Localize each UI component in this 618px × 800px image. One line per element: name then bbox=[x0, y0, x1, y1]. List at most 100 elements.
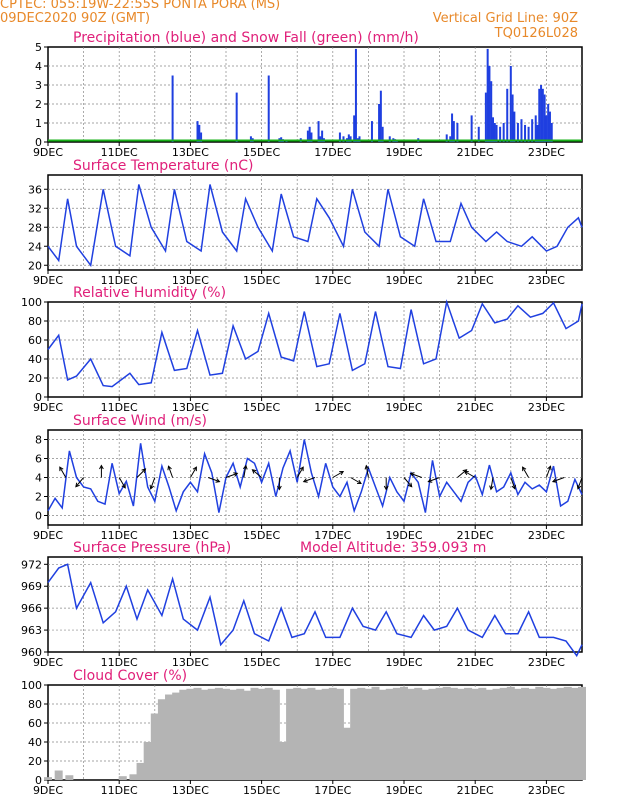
wind-arrow-head bbox=[407, 482, 413, 488]
cloud-bar bbox=[314, 689, 323, 780]
cloud-bar bbox=[250, 687, 259, 780]
chart-annotation: Model Altitude: 359.093 m bbox=[300, 540, 486, 556]
grid-line-header: Vertical Grid Line: 90Z bbox=[432, 11, 578, 26]
cloud-bar bbox=[65, 775, 74, 780]
x-tick-label: 19DEC bbox=[385, 401, 422, 414]
wind-arrow-head bbox=[141, 468, 147, 473]
y-tick-label: 0 bbox=[35, 136, 42, 149]
x-tick-label: 15DEC bbox=[243, 401, 280, 414]
x-tick-label: 21DEC bbox=[457, 146, 494, 159]
wind-arrow-head bbox=[383, 485, 389, 491]
precip-bar bbox=[370, 121, 373, 142]
precip-bar bbox=[541, 88, 544, 142]
wind-arrow-head bbox=[339, 470, 345, 476]
wind-arrow bbox=[296, 466, 304, 478]
wind-arrow bbox=[150, 477, 156, 489]
wind-arrow bbox=[59, 466, 67, 478]
precip-bar bbox=[347, 134, 350, 142]
y-tick-label: 6 bbox=[35, 453, 42, 466]
y-tick-label: 28 bbox=[28, 221, 42, 234]
x-tick-label: 21DEC bbox=[457, 784, 494, 797]
precip-bar bbox=[354, 48, 357, 142]
cloud-bar bbox=[442, 686, 451, 780]
chart-panel-3: 0 2 4 6 8 9DEC 11DEC 13DEC 15DEC 17DEC 19DEC 21DEC 2… bbox=[33, 413, 583, 542]
wind-arrow bbox=[490, 477, 494, 490]
precip-bar bbox=[342, 136, 345, 142]
x-tick-label: 23DEC bbox=[528, 529, 565, 542]
precip-bar bbox=[470, 115, 473, 142]
x-tick-label: 17DEC bbox=[314, 401, 351, 414]
wind-arrow-head bbox=[551, 478, 557, 483]
x-tick-label: 19DEC bbox=[385, 529, 422, 542]
wind-arrow-head bbox=[463, 470, 469, 476]
precip-bar bbox=[524, 124, 527, 142]
series-line bbox=[47, 563, 583, 658]
cloud-bar bbox=[286, 688, 295, 780]
panel-frame bbox=[47, 301, 583, 398]
wind-arrow-head bbox=[215, 478, 221, 483]
precip-bar bbox=[338, 132, 341, 142]
cloud-bar bbox=[321, 688, 330, 780]
y-tick-label: 36 bbox=[28, 183, 42, 196]
precip-bar bbox=[358, 136, 361, 142]
cloud-bar bbox=[492, 688, 501, 780]
cloud-bar bbox=[378, 689, 387, 780]
cloud-bar bbox=[264, 687, 273, 780]
wind-arrow bbox=[552, 477, 565, 483]
cloud-bar bbox=[350, 688, 359, 780]
wind-arrow bbox=[168, 466, 174, 478]
cloud-bar bbox=[456, 688, 465, 780]
x-tick-label: 9DEC bbox=[33, 784, 63, 797]
wind-arrow-head bbox=[356, 479, 362, 485]
wind-arrow bbox=[403, 477, 413, 488]
cloud-bar bbox=[214, 687, 223, 780]
y-tick-label: 80 bbox=[28, 698, 42, 711]
x-tick-label: 21DEC bbox=[457, 656, 494, 669]
chart-panel-4: 960 963 966 969 972 9DEC 11DEC 13DEC 15DEC 17DEC 1… bbox=[21, 540, 583, 669]
chart-title: Precipitation (blue) and Snow Fall (gree… bbox=[73, 30, 419, 46]
cloud-bar bbox=[513, 688, 522, 780]
cloud-bar bbox=[143, 742, 152, 780]
wind-arrow bbox=[545, 466, 551, 478]
precip-bar bbox=[550, 123, 553, 142]
cloud-bar bbox=[428, 688, 437, 780]
cloud-bar bbox=[506, 686, 515, 780]
cloud-bar bbox=[129, 774, 138, 780]
model-id-header: TQ0126L028 bbox=[494, 26, 578, 41]
y-tick-label: 8 bbox=[35, 434, 42, 447]
x-tick-label: 11DEC bbox=[101, 401, 138, 414]
wind-arrow bbox=[75, 477, 84, 488]
cloud-bar bbox=[207, 688, 216, 780]
wind-arrow-head bbox=[302, 478, 308, 483]
precip-bar bbox=[349, 136, 352, 142]
wind-arrow-head bbox=[251, 469, 257, 474]
y-tick-label: 24 bbox=[28, 240, 42, 253]
precip-bar bbox=[486, 48, 489, 142]
cloud-bar bbox=[421, 689, 430, 780]
wind-arrow-head bbox=[233, 472, 239, 477]
cloud-bar bbox=[400, 686, 408, 780]
cloud-bar bbox=[229, 689, 238, 780]
precip-bar bbox=[531, 119, 534, 142]
cloud-bar bbox=[563, 686, 572, 780]
wind-arrow-head bbox=[409, 472, 415, 477]
wind-arrow bbox=[577, 477, 583, 489]
cloud-bar bbox=[556, 687, 565, 780]
x-tick-label: 19DEC bbox=[385, 784, 422, 797]
x-tick-label: 9DEC bbox=[33, 529, 63, 542]
cloud-bar bbox=[293, 687, 302, 780]
x-tick-label: 17DEC bbox=[314, 274, 351, 287]
x-tick-label: 21DEC bbox=[457, 274, 494, 287]
precip-bar bbox=[388, 136, 391, 142]
cloud-bar bbox=[300, 688, 309, 780]
y-tick-label: 963 bbox=[21, 624, 42, 637]
x-tick-label: 11DEC bbox=[101, 656, 138, 669]
x-tick-label: 13DEC bbox=[172, 274, 209, 287]
cloud-bar bbox=[407, 688, 416, 780]
precip-bar bbox=[451, 113, 454, 142]
precip-bar bbox=[543, 94, 546, 142]
y-tick-label: 100 bbox=[21, 296, 42, 309]
precip-bar bbox=[196, 121, 199, 142]
cloud-bar bbox=[364, 688, 373, 780]
x-tick-label: 9DEC bbox=[33, 656, 63, 669]
